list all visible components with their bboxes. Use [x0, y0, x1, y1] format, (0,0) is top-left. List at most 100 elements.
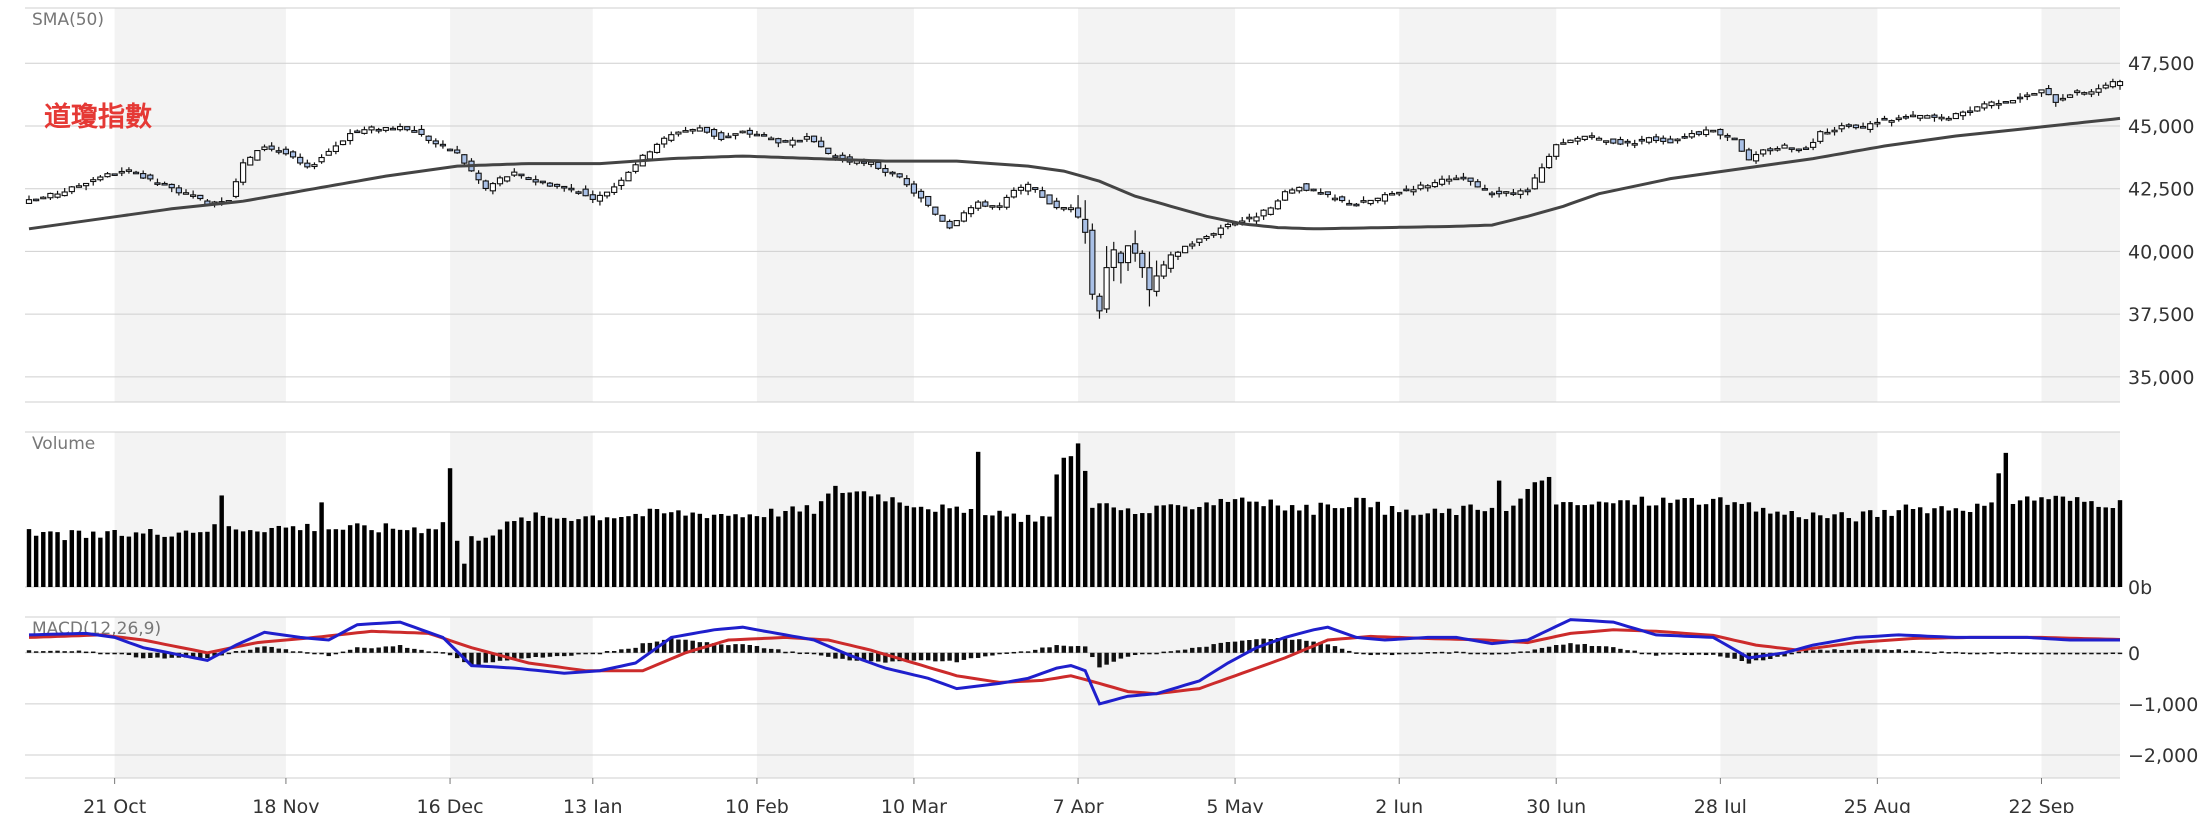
candle [1203, 234, 1210, 241]
histogram-bar [1611, 647, 1616, 653]
candle [939, 214, 946, 222]
histogram-bar [1696, 652, 1702, 655]
histogram-bar [1354, 652, 1359, 654]
candle-body [482, 180, 489, 190]
candle [1510, 188, 1517, 196]
histogram-bar [1618, 648, 1623, 653]
histogram-bar [198, 652, 203, 659]
volume-bar [1268, 499, 1273, 587]
candle-body [582, 188, 589, 197]
candle [1367, 199, 1374, 206]
price-pane-label: SMA(50) [32, 10, 104, 30]
candle-body [1388, 192, 1396, 196]
volume-bar [55, 532, 60, 587]
candle-body [239, 162, 247, 183]
volume-bar [1382, 514, 1388, 587]
candle [653, 142, 661, 154]
volume-bar [868, 496, 874, 587]
histogram-bar [1989, 652, 1994, 654]
candle-body [725, 135, 732, 139]
candle [1181, 245, 1189, 254]
candle-body [775, 138, 782, 144]
histogram-bar [726, 645, 731, 653]
x-tick-label: 21 Oct [83, 796, 146, 813]
candle [1967, 106, 1974, 116]
volume-bar [1175, 505, 1181, 587]
candle [1160, 260, 1167, 279]
histogram-bar [1868, 649, 1873, 653]
volume-bar [768, 508, 774, 587]
candle [289, 150, 297, 159]
candle [2045, 85, 2052, 96]
histogram-bar [1125, 652, 1131, 657]
band [1078, 617, 1236, 778]
candle-body [1603, 140, 1610, 143]
candle [1881, 115, 1888, 121]
candle [1331, 194, 1339, 202]
candle [910, 180, 918, 197]
histogram-bar [1939, 651, 1944, 653]
volume-bar [1104, 503, 1109, 587]
candle-body [1817, 131, 1824, 142]
volume-bar [433, 529, 438, 587]
histogram-bar [48, 650, 53, 653]
candle-body [760, 134, 768, 137]
volume-bar [1297, 510, 1302, 587]
volume-bar [690, 512, 695, 587]
candle [2088, 89, 2095, 98]
candle-body [1181, 245, 1189, 254]
candle-body [1438, 178, 1446, 185]
histogram-bar [1910, 650, 1916, 653]
candle [1139, 250, 1146, 278]
candle [782, 139, 789, 143]
volume-bar [697, 513, 703, 587]
volume-bar [1839, 512, 1844, 587]
volume-bar [1496, 480, 1502, 587]
volume-bar [1875, 516, 1880, 587]
candle [1067, 204, 1075, 213]
volume-bar [1975, 503, 1980, 587]
histogram-bar [26, 650, 32, 653]
macd-line [28, 618, 2120, 706]
volume-bar [1368, 507, 1373, 587]
candle-body [418, 128, 425, 135]
candle [1917, 114, 1924, 122]
candle [867, 161, 875, 168]
volume-bar [2110, 508, 2116, 587]
candle-body [1945, 117, 1952, 121]
histogram-bar [583, 652, 588, 655]
histogram-bar [2103, 652, 2108, 655]
volume-bar [983, 515, 988, 587]
volume-bar [747, 514, 753, 587]
volume-bar [483, 537, 488, 587]
volume-bar [1168, 504, 1174, 587]
candle [1132, 230, 1139, 262]
volume-bar [1140, 513, 1145, 587]
candle [1760, 149, 1767, 157]
histogram-bar [397, 645, 403, 653]
candle-body [782, 140, 789, 143]
candle [525, 176, 532, 181]
volume-bar [1446, 508, 1452, 587]
sma-line [28, 116, 2121, 231]
histogram-bar [1061, 645, 1067, 653]
candle [239, 158, 247, 186]
y-tick-label: −2,000 [2128, 745, 2198, 767]
candle [1517, 188, 1524, 199]
volume-bar [1239, 497, 1245, 587]
histogram-bar [426, 651, 431, 653]
candle-body [325, 150, 332, 156]
histogram-bar [1810, 650, 1816, 653]
candle [696, 124, 703, 132]
histogram-bar [1075, 645, 1081, 653]
y-tick-label: 37,500 [2128, 304, 2194, 326]
candle [582, 185, 589, 197]
volume-bar [1646, 505, 1652, 587]
volume-bar [2117, 500, 2123, 587]
candle-body [275, 150, 282, 153]
volume-bar [990, 515, 995, 587]
candle [2038, 89, 2045, 97]
histogram-bar [761, 648, 767, 653]
volume-bar [133, 532, 139, 587]
